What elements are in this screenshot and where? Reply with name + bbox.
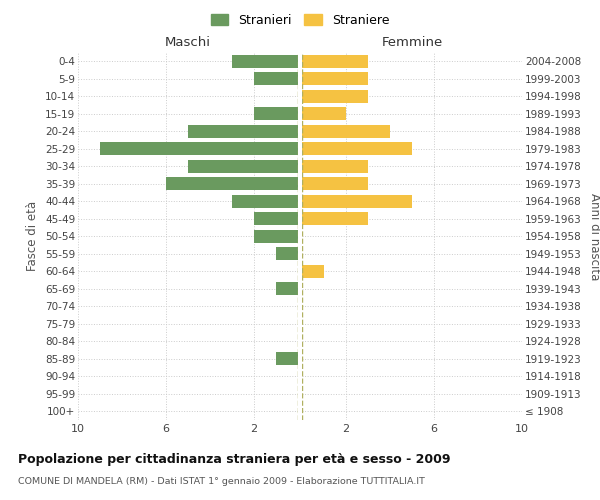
Bar bbox=[254, 230, 298, 242]
Bar bbox=[254, 212, 298, 225]
Bar bbox=[302, 108, 346, 120]
Bar bbox=[254, 72, 298, 85]
Bar bbox=[188, 125, 298, 138]
Bar bbox=[100, 142, 298, 155]
Bar bbox=[276, 248, 298, 260]
Bar bbox=[232, 55, 298, 68]
Bar bbox=[302, 125, 390, 138]
Title: Femmine: Femmine bbox=[382, 36, 443, 49]
Text: Popolazione per cittadinanza straniera per età e sesso - 2009: Popolazione per cittadinanza straniera p… bbox=[18, 453, 451, 466]
Bar bbox=[302, 90, 368, 102]
Bar bbox=[254, 108, 298, 120]
Bar bbox=[166, 178, 298, 190]
Bar bbox=[276, 352, 298, 365]
Y-axis label: Anni di nascita: Anni di nascita bbox=[588, 192, 600, 280]
Bar bbox=[302, 142, 412, 155]
Bar bbox=[302, 160, 368, 172]
Title: Maschi: Maschi bbox=[165, 36, 211, 49]
Bar bbox=[302, 72, 368, 85]
Y-axis label: Fasce di età: Fasce di età bbox=[26, 201, 40, 272]
Bar bbox=[302, 265, 324, 278]
Text: COMUNE DI MANDELA (RM) - Dati ISTAT 1° gennaio 2009 - Elaborazione TUTTITALIA.IT: COMUNE DI MANDELA (RM) - Dati ISTAT 1° g… bbox=[18, 477, 425, 486]
Bar bbox=[188, 160, 298, 172]
Bar bbox=[232, 195, 298, 207]
Legend: Stranieri, Straniere: Stranieri, Straniere bbox=[206, 8, 394, 32]
Bar bbox=[302, 212, 368, 225]
Bar bbox=[302, 178, 368, 190]
Bar bbox=[276, 282, 298, 295]
Bar bbox=[302, 195, 412, 207]
Bar bbox=[302, 55, 368, 68]
